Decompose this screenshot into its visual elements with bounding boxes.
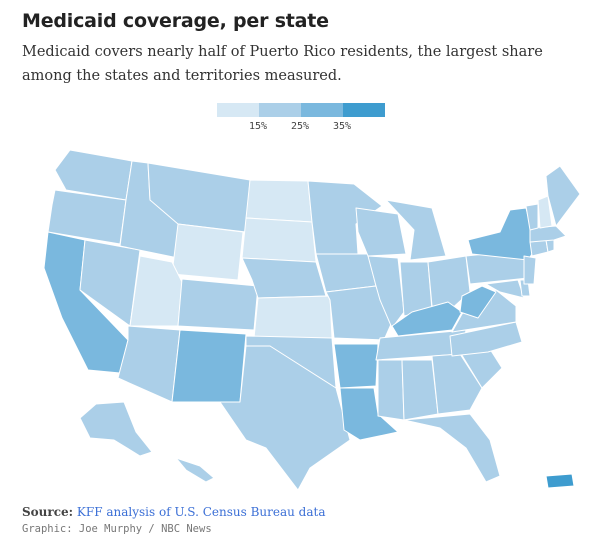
state-wi[interactable]: [355, 207, 407, 257]
state-la[interactable]: [339, 387, 399, 441]
legend-label-35: 35%: [333, 121, 352, 132]
state-wv[interactable]: [459, 285, 497, 319]
page-subtitle: Medicaid covers nearly half of Puerto Ri…: [22, 44, 543, 84]
state-nd[interactable]: [245, 179, 313, 223]
state-al[interactable]: [401, 359, 439, 421]
state-ia[interactable]: [315, 253, 377, 293]
legend-swatch-1: [217, 103, 259, 117]
state-mi[interactable]: [385, 199, 447, 261]
us-map: [43, 149, 581, 491]
source-label: Source:: [22, 505, 74, 519]
legend-labels: 15% 25% 35%: [217, 121, 385, 135]
graphic-credit: Graphic: Joe Murphy / NBC News: [22, 523, 212, 535]
state-ar[interactable]: [333, 343, 379, 389]
legend-label-15: 15%: [249, 121, 268, 132]
state-nm[interactable]: [171, 329, 247, 403]
state-vt[interactable]: [525, 203, 539, 231]
legend-swatch-3: [301, 103, 343, 117]
state-hi[interactable]: [175, 457, 215, 483]
state-nj[interactable]: [523, 255, 537, 285]
legend-swatch-4: [343, 103, 385, 117]
state-or[interactable]: [47, 189, 127, 245]
state-az[interactable]: [117, 325, 181, 403]
legend: [217, 103, 385, 117]
source-line: Source: KFF analysis of U.S. Census Bure…: [22, 505, 325, 519]
state-wy[interactable]: [171, 223, 244, 281]
territory-pr[interactable]: [545, 473, 575, 489]
state-nh[interactable]: [537, 195, 553, 229]
legend-label-25: 25%: [291, 121, 310, 132]
state-ny[interactable]: [467, 207, 537, 261]
source-link[interactable]: KFF analysis of U.S. Census Bureau data: [76, 505, 326, 519]
state-ms[interactable]: [377, 359, 405, 421]
state-ct[interactable]: [529, 239, 549, 257]
state-wa[interactable]: [54, 149, 133, 201]
state-ri[interactable]: [545, 239, 555, 253]
state-il[interactable]: [367, 255, 405, 329]
page-title: Medicaid coverage, per state: [22, 10, 329, 32]
legend-swatch-2: [259, 103, 301, 117]
state-mn[interactable]: [307, 180, 383, 255]
state-sd[interactable]: [241, 217, 317, 263]
state-ks[interactable]: [253, 295, 333, 339]
state-co[interactable]: [177, 278, 259, 331]
state-oh[interactable]: [427, 255, 471, 313]
state-me[interactable]: [545, 165, 581, 227]
state-fl[interactable]: [403, 413, 501, 483]
state-nc[interactable]: [449, 321, 523, 357]
state-ak[interactable]: [79, 401, 153, 457]
state-md[interactable]: [485, 279, 525, 299]
